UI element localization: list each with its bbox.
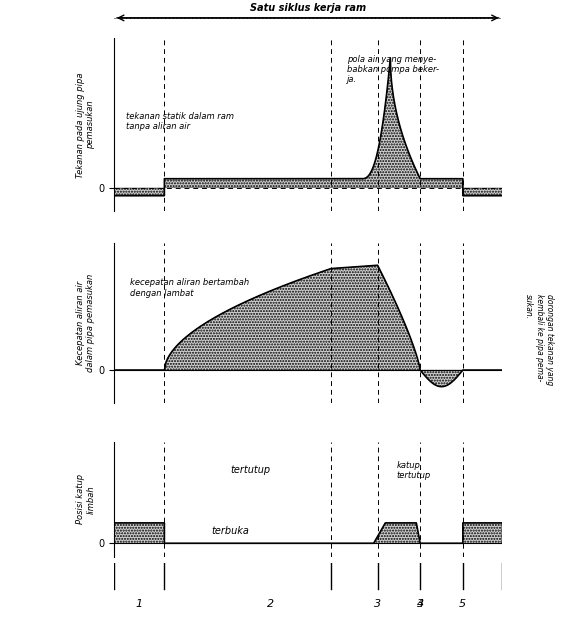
Text: 4: 4	[417, 599, 424, 609]
Y-axis label: Posisi katup
limbah: Posisi katup limbah	[76, 474, 95, 524]
Text: tertutup: tertutup	[230, 465, 270, 476]
Text: 2: 2	[267, 599, 275, 609]
Y-axis label: Kecepatan aliran air
dalam pipa pemasukan: Kecepatan aliran air dalam pipa pemasuka…	[76, 274, 95, 372]
Text: 5: 5	[459, 599, 466, 609]
Text: terbuka: terbuka	[211, 527, 249, 536]
Text: Satu siklus kerja ram: Satu siklus kerja ram	[250, 3, 366, 13]
Y-axis label: Tekanan pada ujung pipa
pemasukan: Tekanan pada ujung pipa pemasukan	[76, 72, 95, 177]
Text: 3: 3	[374, 599, 381, 609]
Text: 3: 3	[417, 599, 424, 609]
Text: dorongan tekanan yang
kembali ke pipa pema-
sukan.: dorongan tekanan yang kembali ke pipa pe…	[524, 294, 554, 385]
Text: 1: 1	[136, 599, 142, 609]
Text: tekanan statik dalam ram
tanpa aliran air: tekanan statik dalam ram tanpa aliran ai…	[125, 111, 234, 131]
Text: pola air yang menye-
babkan pompa beker-
ja.: pola air yang menye- babkan pompa beker-…	[347, 54, 438, 84]
Text: katup
tertutup: katup tertutup	[397, 461, 431, 480]
Text: kecepatan aliran bertambah
dengan lambat: kecepatan aliran bertambah dengan lambat	[129, 278, 249, 298]
